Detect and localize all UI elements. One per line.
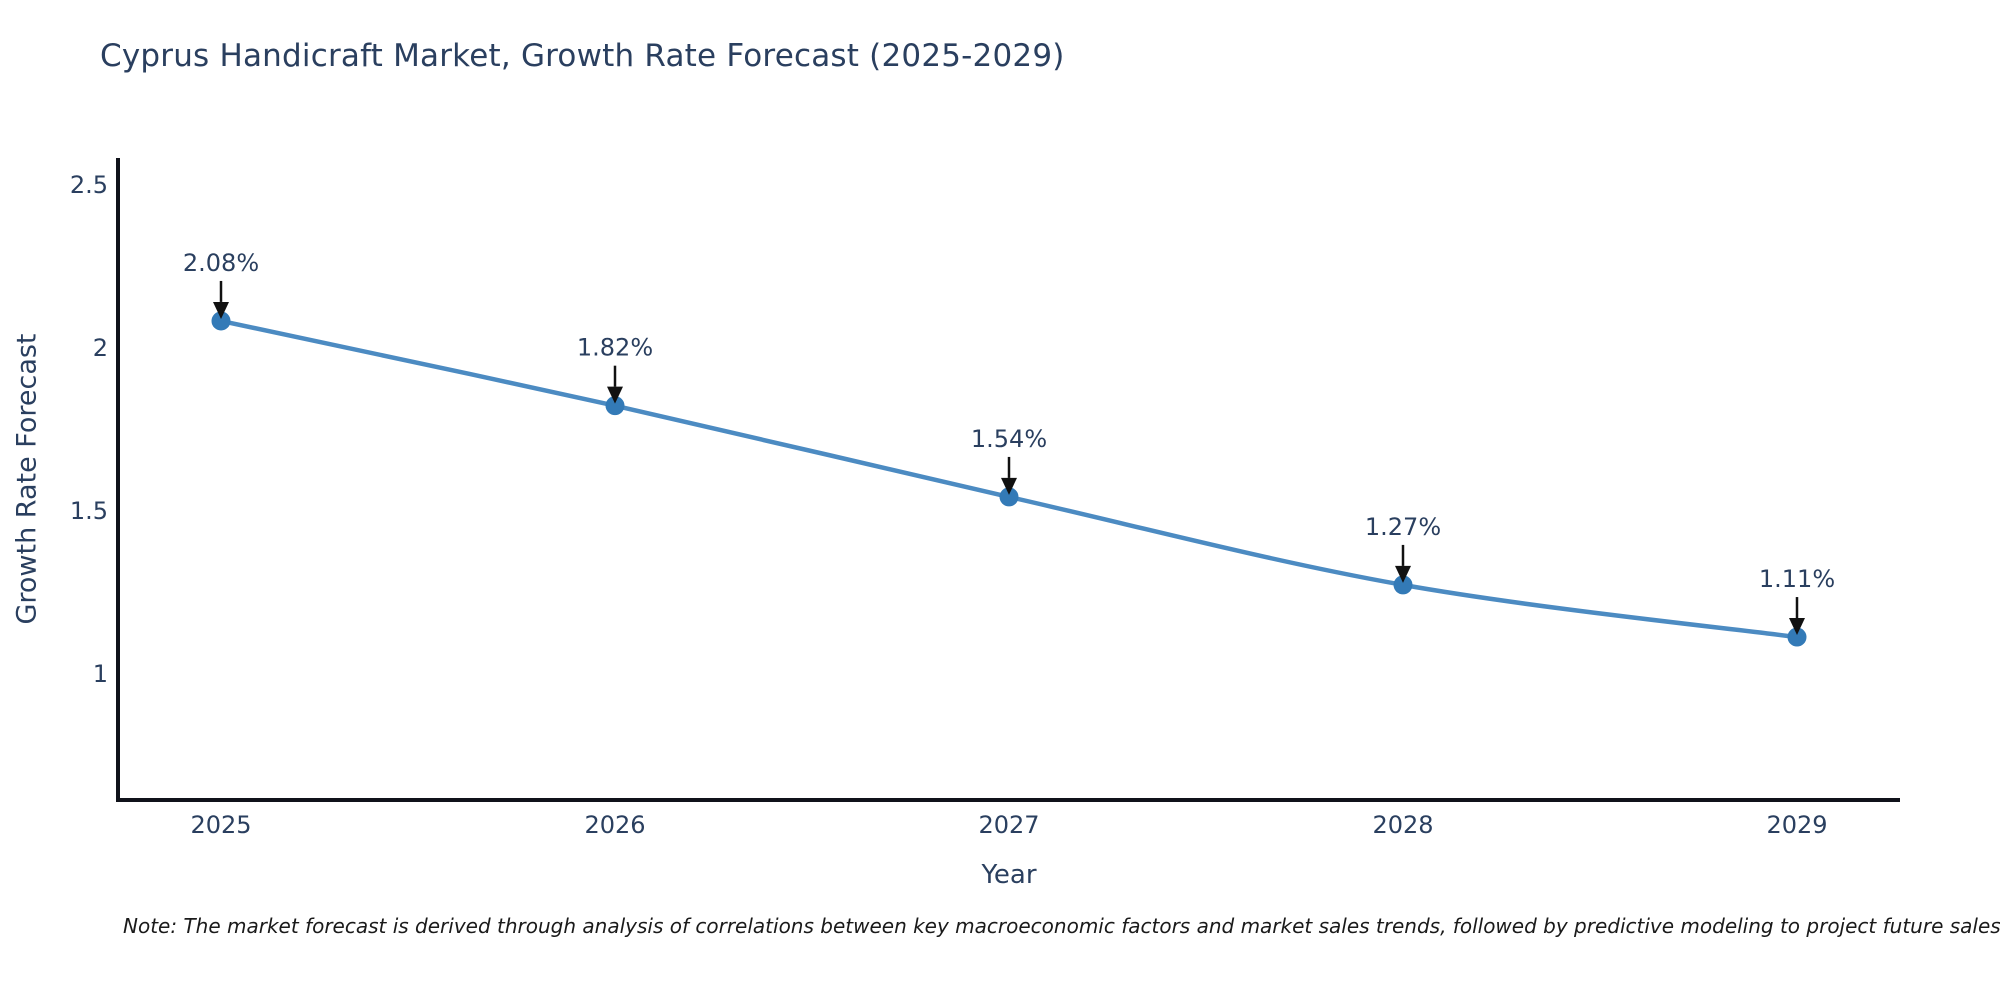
chart-title: Cyprus Handicraft Market, Growth Rate Fo… xyxy=(100,38,1065,74)
annotation-arrowhead xyxy=(213,301,229,319)
y-tick-label: 2.5 xyxy=(70,171,108,199)
data-point-label: 1.11% xyxy=(1759,565,1835,593)
axis-spines xyxy=(116,158,1900,802)
data-point-label: 1.54% xyxy=(971,425,1047,453)
x-tick-label: 2025 xyxy=(190,811,251,839)
data-point-label: 1.82% xyxy=(577,334,653,362)
annotation-arrowhead xyxy=(1395,565,1411,583)
footnote: Note: The market forecast is derived thr… xyxy=(123,914,2000,938)
annotation-arrowhead xyxy=(607,386,623,404)
annotation-arrowhead xyxy=(1001,477,1017,495)
data-point-label: 2.08% xyxy=(183,249,259,277)
data-point-marker xyxy=(211,311,231,331)
y-tick-label: 2 xyxy=(93,334,108,362)
x-axis-title: Year xyxy=(981,860,1037,890)
y-tick-label: 1.5 xyxy=(70,497,108,525)
annotation-arrowhead xyxy=(1789,618,1805,636)
x-tick-label: 2029 xyxy=(1766,811,1827,839)
x-tick-label: 2028 xyxy=(1372,811,1433,839)
y-axis-title: Growth Rate Forecast xyxy=(11,333,43,625)
data-point-marker xyxy=(1393,575,1413,595)
data-point-marker xyxy=(1787,627,1807,647)
x-tick-label: 2026 xyxy=(584,811,645,839)
y-tick-label: 1 xyxy=(93,660,108,688)
x-tick-label: 2027 xyxy=(978,811,1039,839)
data-point-marker xyxy=(605,396,625,416)
data-point-marker xyxy=(999,487,1019,507)
data-point-label: 1.27% xyxy=(1365,513,1441,541)
